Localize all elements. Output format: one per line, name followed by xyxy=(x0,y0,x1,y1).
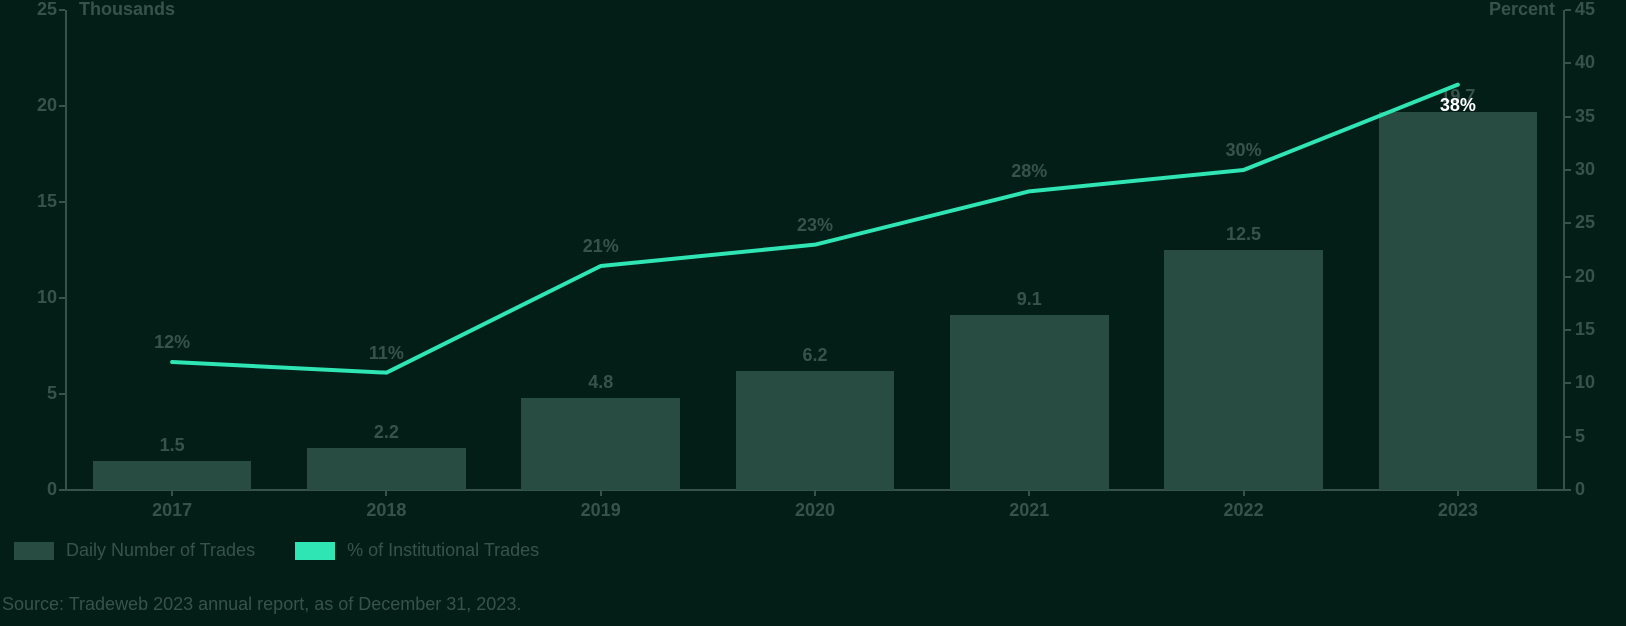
y-right-tick-label: 5 xyxy=(1575,426,1625,447)
y-left-tick-label: 25 xyxy=(7,0,57,20)
y-right-tick-mark xyxy=(1565,222,1571,224)
line-value-label: 11% xyxy=(336,343,436,364)
y-right-tick-mark xyxy=(1565,436,1571,438)
legend: Daily Number of Trades % of Institutional… xyxy=(14,540,539,561)
line-value-label: 38% xyxy=(1408,95,1508,116)
chart-container: 0510152025051015202530354045ThousandsPer… xyxy=(0,0,1626,626)
legend-swatch xyxy=(14,542,54,560)
x-tick-label: 2020 xyxy=(765,500,865,521)
legend-item: % of Institutional Trades xyxy=(295,540,539,561)
x-tick-label: 2021 xyxy=(979,500,1079,521)
y-left-tick-label: 5 xyxy=(7,383,57,404)
line-series xyxy=(65,10,1565,490)
y-left-tick-label: 10 xyxy=(7,287,57,308)
line-value-label: 23% xyxy=(765,215,865,236)
legend-item: Daily Number of Trades xyxy=(14,540,255,561)
x-tick-mark xyxy=(385,490,387,496)
x-tick-mark xyxy=(171,490,173,496)
y-right-tick-label: 35 xyxy=(1575,106,1625,127)
y-right-tick-mark xyxy=(1565,329,1571,331)
y-right-tick-label: 15 xyxy=(1575,319,1625,340)
y-right-tick-mark xyxy=(1565,9,1571,11)
y-right-tick-label: 45 xyxy=(1575,0,1625,20)
y-right-tick-label: 40 xyxy=(1575,52,1625,73)
chart-plot-area: 0510152025051015202530354045ThousandsPer… xyxy=(65,10,1565,490)
y-left-tick-label: 0 xyxy=(7,479,57,500)
x-tick-mark xyxy=(1457,490,1459,496)
x-tick-label: 2022 xyxy=(1194,500,1294,521)
y-left-tick-label: 20 xyxy=(7,95,57,116)
y-right-tick-label: 20 xyxy=(1575,266,1625,287)
legend-label: Daily Number of Trades xyxy=(66,540,255,561)
x-tick-mark xyxy=(600,490,602,496)
y-right-tick-mark xyxy=(1565,169,1571,171)
line-value-label: 12% xyxy=(122,332,222,353)
line-value-label: 28% xyxy=(979,161,1079,182)
y-right-tick-label: 25 xyxy=(1575,212,1625,233)
y-left-tick-label: 15 xyxy=(7,191,57,212)
source-text: Source: Tradeweb 2023 annual report, as … xyxy=(2,594,521,615)
line-value-label: 30% xyxy=(1194,140,1294,161)
x-tick-label: 2018 xyxy=(336,500,436,521)
y-right-tick-mark xyxy=(1565,382,1571,384)
x-tick-mark xyxy=(1028,490,1030,496)
x-tick-mark xyxy=(1243,490,1245,496)
legend-label: % of Institutional Trades xyxy=(347,540,539,561)
x-tick-label: 2019 xyxy=(551,500,651,521)
line-value-label: 21% xyxy=(551,236,651,257)
y-right-tick-mark xyxy=(1565,276,1571,278)
y-right-tick-label: 0 xyxy=(1575,479,1625,500)
legend-swatch xyxy=(295,542,335,560)
y-right-tick-mark xyxy=(1565,489,1571,491)
y-right-tick-mark xyxy=(1565,62,1571,64)
y-right-tick-label: 30 xyxy=(1575,159,1625,180)
y-right-tick-mark xyxy=(1565,116,1571,118)
x-tick-label: 2023 xyxy=(1408,500,1508,521)
y-right-tick-label: 10 xyxy=(1575,372,1625,393)
x-tick-mark xyxy=(814,490,816,496)
x-tick-label: 2017 xyxy=(122,500,222,521)
